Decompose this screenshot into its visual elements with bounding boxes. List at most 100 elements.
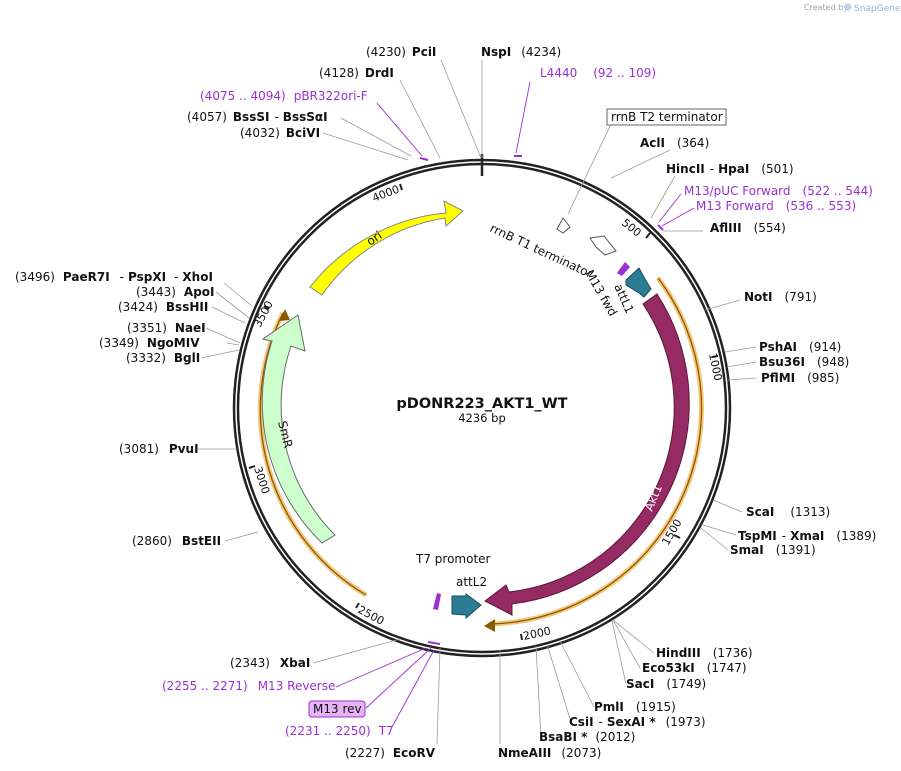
leader-bsshii (211, 306, 246, 324)
m13-fwd-marker (617, 262, 630, 276)
primer-m13puc[interactable]: M13/pUC Forward (522 .. 544) (684, 184, 873, 198)
t7-promoter-label: T7 promoter (415, 552, 491, 566)
site-hindiii-pos: (1736) (713, 646, 753, 660)
site-drdi-pos: (4128) (319, 66, 359, 80)
site-bgli[interactable]: (3332) BglI (126, 351, 200, 365)
feature-akt1[interactable]: Akt1 (484, 293, 690, 616)
site-ecorv[interactable]: (2227) EcoRV (345, 746, 436, 760)
site-hincii[interactable]: HincII - HpaI (501) (666, 162, 794, 176)
rrnb-t2-terminator-arrow[interactable] (556, 217, 571, 234)
rrnb-t2-box[interactable]: rrnB T2 terminator (606, 108, 727, 126)
site-bsshii[interactable]: (3424) BssHII (118, 300, 208, 314)
site-pflmi[interactable]: PflMI (985) (761, 371, 839, 385)
primer-t7-name: T7 (378, 724, 394, 738)
site-pshai[interactable]: PshAI (914) (759, 340, 841, 354)
site-bsabi-pos: (2012) (595, 730, 635, 744)
site-bsu36i-pos: (948) (817, 355, 849, 369)
primer-m13rev[interactable]: (2255 .. 2271) M13 Reverse (162, 679, 335, 693)
site-bsu36i[interactable]: Bsu36I (948) (759, 355, 849, 369)
site-pcii-name: PciI (412, 45, 437, 59)
site-smai[interactable]: SmaI (1391) (730, 543, 816, 557)
site-pvui-pos: (3081) (119, 442, 159, 456)
leader-scai (712, 499, 743, 513)
site-saci[interactable]: SacI (1749) (626, 677, 706, 691)
site-csii-pos: (1973) (666, 715, 706, 729)
site-nmeaiii-pos: (2073) (561, 746, 601, 760)
m13-rev-box[interactable]: M13 rev (308, 700, 366, 718)
plasmid-name: pDONR223_AKT1_WT (396, 396, 567, 412)
site-bsabi[interactable]: BsaBI * (2012) (539, 730, 635, 744)
primer-m13puc-range: (522 .. 544) (803, 184, 873, 198)
site-pvui-name: PvuI (169, 442, 199, 456)
site-csii[interactable]: CsiI - SexAI * (1973) (569, 715, 706, 729)
site-bcivi[interactable]: (4032) BciVI (240, 126, 320, 140)
attl2-label: attL2 (456, 575, 487, 589)
site-pmli-pos: (1915) (636, 700, 676, 714)
site-noti[interactable]: NotI (791) (744, 290, 817, 304)
leader-m13rev (335, 647, 427, 688)
site-paer7i[interactable]: (3496) PaeR7I - PspXI - XhoI (15, 270, 213, 284)
site-bssi[interactable]: (4057) BssSI - BssSαI (187, 110, 328, 124)
snapgene-logo-icon (844, 3, 852, 11)
site-drdi[interactable]: (4128) DrdI (319, 66, 394, 80)
site-hindiii[interactable]: HindIII (1736) (656, 646, 753, 660)
site-tspmi-name: TspMI (738, 529, 777, 543)
site-pcii-pos: (4230) (366, 45, 406, 59)
site-xbai-name: XbaI (280, 656, 310, 670)
site-apoi[interactable]: (3443) ApoI (136, 285, 215, 299)
leader-m13rev-box (365, 647, 432, 709)
site-pvui[interactable]: (3081) PvuI (119, 442, 199, 456)
leader-bssi (340, 117, 412, 157)
site-scai[interactable]: ScaI (1313) (746, 505, 830, 519)
primer-pbr322ori[interactable]: (4075 .. 4094) pBR322ori-F (200, 89, 368, 103)
site-paer7i-name2: PspXI (128, 270, 166, 284)
t7-promoter-marker (433, 593, 441, 610)
site-scai-pos: (1313) (790, 505, 830, 519)
leader-pflmi (727, 377, 757, 381)
primer-l4440[interactable]: L4440 (92 .. 109) (540, 66, 656, 80)
site-pcii[interactable]: (4230) PciI (366, 45, 436, 59)
site-ngomiv[interactable]: (3349) NgoMIV (99, 336, 200, 350)
site-eco53ki[interactable]: Eco53kI (1747) (642, 661, 747, 675)
leader-lines (198, 59, 757, 745)
rrnb-t1-terminator-arrow[interactable] (589, 235, 617, 256)
leader-pbr322 (376, 102, 423, 157)
orf-smr-arrowhead (279, 309, 290, 321)
site-nmeaiii[interactable]: NmeAIII (2073) (498, 746, 601, 760)
leader-apoi (215, 291, 250, 319)
site-apoi-name: ApoI (184, 285, 215, 299)
site-bsteii-name: BstEII (182, 534, 221, 548)
site-bcivi-name: BciVI (286, 126, 320, 140)
site-tspmi[interactable]: TspMI - XmaI (1389) (738, 529, 876, 543)
site-saci-pos: (1749) (666, 677, 706, 691)
tick-3000 (248, 465, 256, 469)
leader-pcii (440, 59, 482, 159)
leader-rrnb-t2 (567, 123, 612, 215)
site-xbai[interactable]: (2343) XbaI (230, 656, 310, 670)
site-naei[interactable]: (3351) NaeI (127, 321, 206, 335)
site-noti-name: NotI (744, 290, 773, 304)
site-bsshii-name: BssHII (166, 300, 208, 314)
primer-t7[interactable]: (2231 .. 2250) T7 (285, 724, 394, 738)
site-nspi[interactable]: NspI (4234) (481, 45, 561, 59)
site-paer7i-name: PaeR7I (63, 270, 110, 284)
site-acli[interactable]: AclI (364) (640, 136, 709, 150)
leader-acli (610, 149, 671, 179)
site-pshai-name: PshAI (759, 340, 797, 354)
feature-smr[interactable]: SmR (261, 314, 336, 544)
site-pmli-name: PmlI (594, 700, 624, 714)
site-csii-name: CsiI (569, 715, 594, 729)
attl1-arrow[interactable] (625, 267, 652, 298)
site-ecorv-name: EcoRV (393, 746, 436, 760)
site-paer7i-sep: - (120, 270, 124, 284)
site-pmli[interactable]: PmlI (1915) (594, 700, 676, 714)
primer-m13fwd[interactable]: M13 Forward (536 .. 553) (696, 199, 856, 213)
site-ngomiv-name: NgoMIV (147, 336, 200, 350)
site-saci-name: SacI (626, 677, 654, 691)
site-xbai-pos: (2343) (230, 656, 270, 670)
site-bsteii[interactable]: (2860) BstEII (132, 534, 221, 548)
attl2-arrow[interactable] (451, 593, 482, 620)
site-aflii[interactable]: AflIII (554) (710, 221, 786, 235)
primer-l4440-name: L4440 (540, 66, 577, 80)
